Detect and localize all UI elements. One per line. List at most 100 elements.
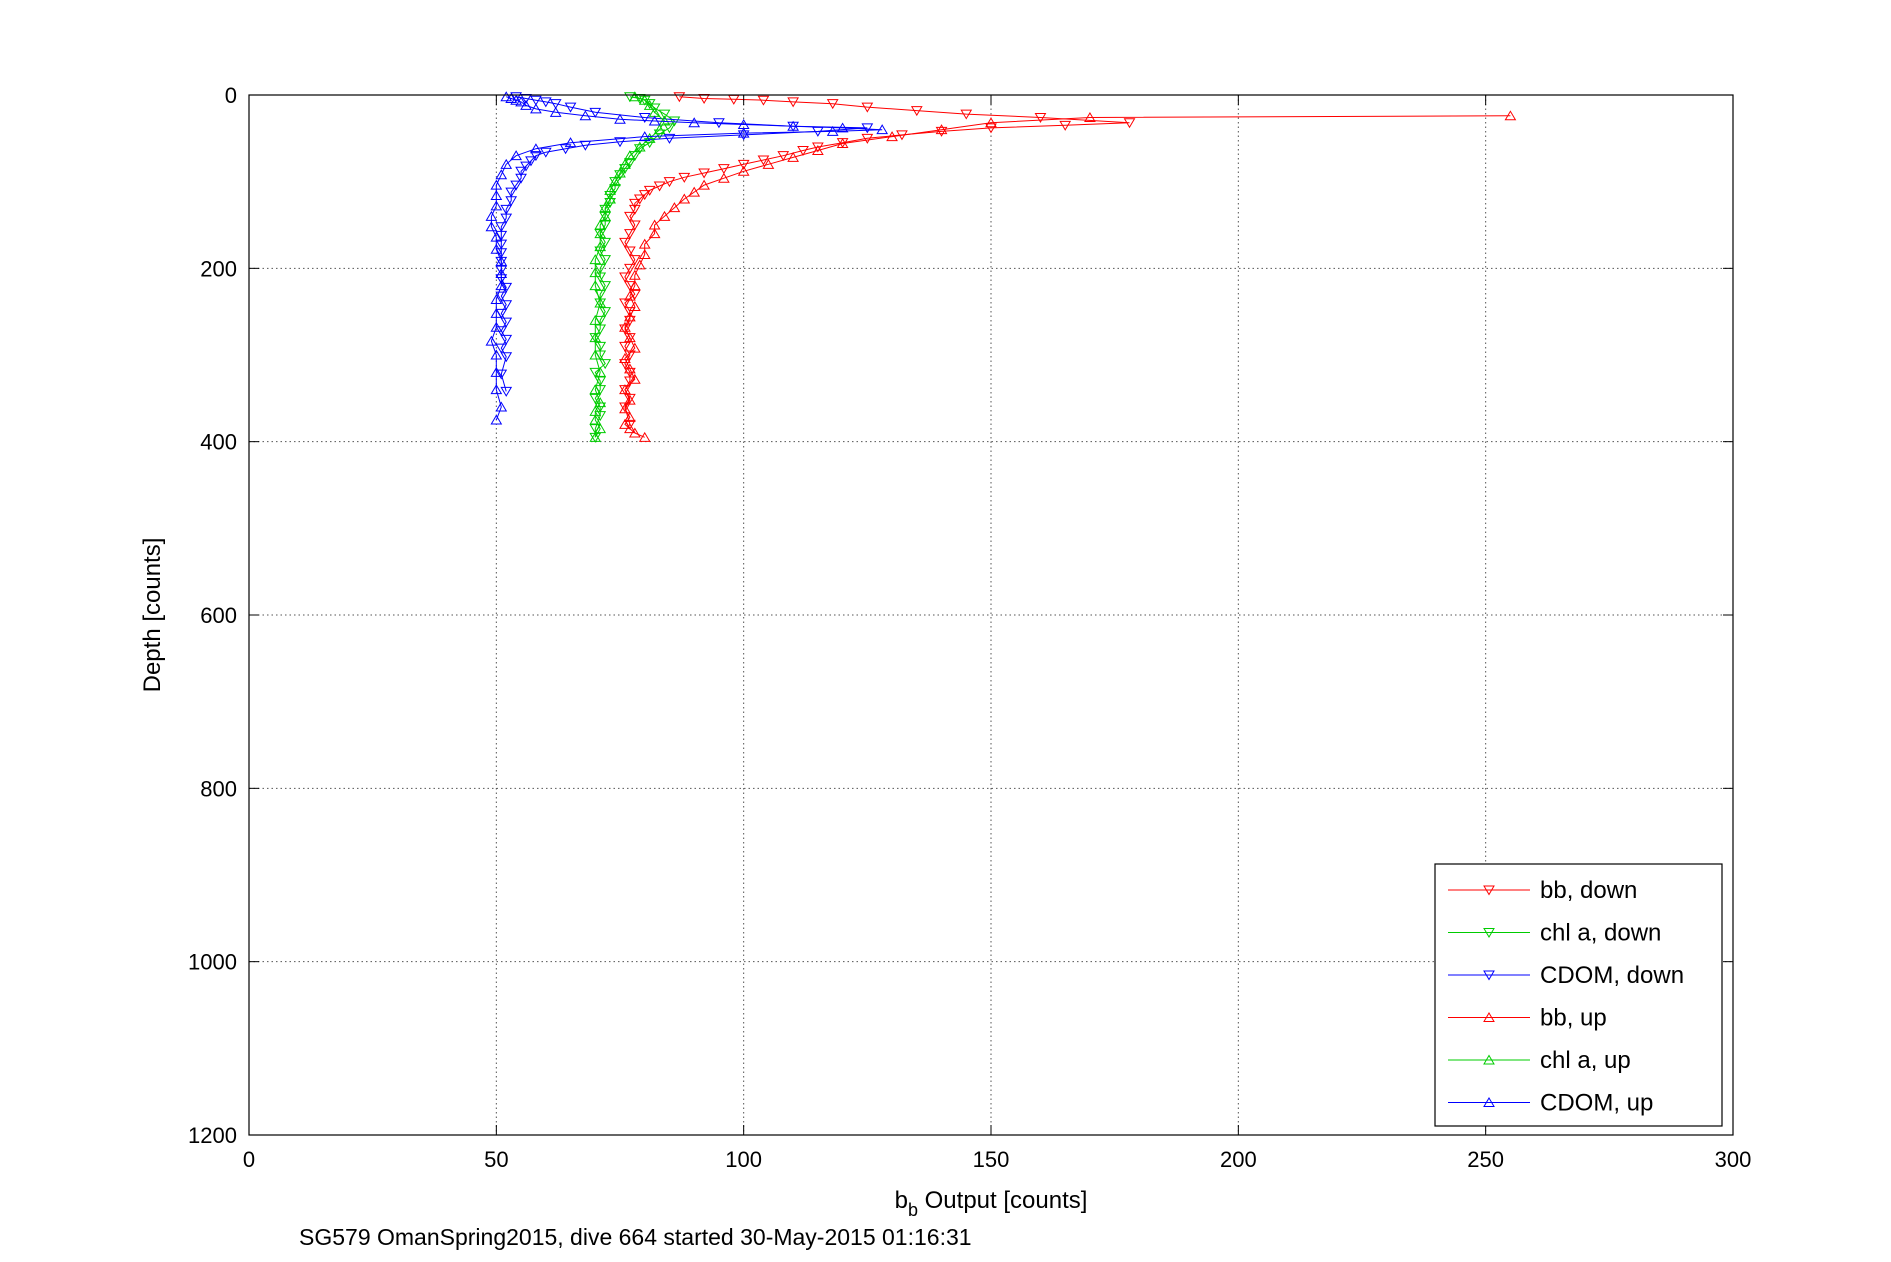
data-point-marker bbox=[624, 394, 636, 405]
data-point-marker bbox=[619, 384, 631, 395]
legend-box bbox=[1434, 863, 1723, 1127]
data-point-marker bbox=[589, 254, 602, 265]
data-point-marker bbox=[811, 142, 824, 153]
data-point-marker bbox=[505, 196, 518, 207]
series-line bbox=[624, 115, 1511, 438]
data-point-marker bbox=[762, 158, 775, 169]
data-point-marker bbox=[485, 210, 498, 221]
legend: bb, down chl a, down CDOM, down bb, up chl a… bbox=[1434, 863, 1723, 1127]
data-point-marker bbox=[688, 117, 701, 128]
axis-ticks: 0 50 100 150 200 250 300 0 200 400 600 800 1000 1200 bbox=[188, 83, 1751, 1172]
x-axis-label-rest: Output [counts] bbox=[918, 1187, 1087, 1214]
x-tick-label: 50 bbox=[484, 1147, 508, 1172]
data-point-marker bbox=[628, 198, 641, 209]
data-point-marker bbox=[628, 427, 641, 438]
data-point-marker bbox=[490, 414, 503, 425]
data-point-marker bbox=[599, 281, 612, 292]
data-point-marker bbox=[797, 145, 809, 156]
data-point-marker bbox=[500, 300, 513, 311]
data-point-marker bbox=[604, 193, 616, 204]
data-point-marker bbox=[594, 272, 607, 283]
data-point-marker bbox=[589, 314, 602, 325]
data-point-marker bbox=[594, 423, 607, 434]
data-point-marker bbox=[688, 186, 701, 197]
data-point-marker bbox=[594, 297, 607, 308]
legend-label: bb, down bbox=[1540, 877, 1637, 904]
data-point-marker bbox=[614, 170, 626, 181]
legend-label: CDOM, down bbox=[1540, 962, 1684, 989]
x-axis-label-main: b bbox=[895, 1187, 908, 1214]
data-point-marker bbox=[510, 92, 522, 103]
data-point-marker bbox=[594, 241, 607, 252]
data-point-marker bbox=[495, 369, 508, 380]
data-point-marker bbox=[628, 91, 641, 102]
data-point-marker bbox=[757, 95, 770, 106]
data-point-marker bbox=[698, 168, 710, 179]
legend-label: chl a, up bbox=[1540, 1047, 1631, 1074]
data-point-marker bbox=[490, 366, 503, 377]
data-point-marker bbox=[594, 263, 607, 274]
data-point-marker bbox=[1504, 110, 1517, 121]
data-point-marker bbox=[638, 238, 651, 249]
data-point-marker bbox=[515, 173, 527, 184]
data-point-marker bbox=[876, 124, 889, 135]
data-point-marker bbox=[619, 403, 631, 414]
data-point-marker bbox=[787, 97, 800, 108]
data-point-marker bbox=[628, 373, 641, 384]
data-point-marker bbox=[960, 109, 973, 120]
data-point-marker bbox=[589, 431, 602, 442]
data-point-marker bbox=[985, 123, 997, 134]
data-point-marker bbox=[549, 99, 562, 110]
legend-marker bbox=[1483, 1012, 1495, 1022]
data-point-marker bbox=[599, 255, 612, 266]
data-point-marker bbox=[836, 138, 849, 149]
x-tick-label: 200 bbox=[1220, 1147, 1257, 1172]
data-point-marker bbox=[490, 190, 503, 201]
data-point-marker bbox=[500, 91, 513, 102]
data-point-marker bbox=[713, 118, 725, 129]
data-point-marker bbox=[757, 155, 770, 166]
data-point-marker bbox=[628, 255, 641, 266]
data-point-marker bbox=[515, 166, 527, 177]
data-point-marker bbox=[663, 177, 676, 188]
legend-label: CDOM, up bbox=[1540, 1090, 1653, 1117]
data-point-marker bbox=[619, 324, 631, 335]
data-point-marker bbox=[653, 181, 666, 192]
data-point-marker bbox=[619, 341, 631, 352]
data-point-marker bbox=[1123, 118, 1136, 129]
data-point-marker bbox=[485, 335, 498, 346]
data-point-marker bbox=[624, 290, 636, 301]
x-tick-label: 300 bbox=[1715, 1147, 1752, 1172]
data-point-marker bbox=[490, 384, 503, 395]
y-tick-label: 600 bbox=[200, 603, 237, 628]
data-point-marker bbox=[624, 363, 636, 374]
data-point-marker bbox=[628, 289, 641, 300]
data-point-marker bbox=[599, 210, 612, 221]
data-point-marker bbox=[614, 137, 626, 148]
legend-marker bbox=[1483, 885, 1495, 896]
y-tick-label: 0 bbox=[225, 83, 237, 108]
series-line bbox=[594, 96, 666, 438]
data-point-marker bbox=[495, 169, 508, 180]
data-point-marker bbox=[718, 164, 730, 175]
data-point-marker bbox=[520, 99, 532, 110]
data-point-marker bbox=[495, 222, 508, 233]
data-point-marker bbox=[599, 307, 612, 318]
data-point-marker bbox=[599, 204, 612, 215]
data-point-marker bbox=[500, 158, 513, 169]
data-point-marker bbox=[737, 127, 750, 138]
data-point-marker bbox=[564, 102, 577, 113]
data-point-marker bbox=[495, 268, 508, 279]
data-point-marker bbox=[564, 137, 577, 148]
series-bb-up bbox=[619, 110, 1517, 442]
data-point-marker bbox=[638, 248, 651, 259]
data-point-marker bbox=[510, 180, 522, 191]
legend-marker bbox=[1483, 1054, 1495, 1065]
data-point-marker bbox=[678, 193, 691, 204]
data-point-marker bbox=[579, 110, 592, 121]
legend-marker bbox=[1483, 970, 1495, 981]
data-point-marker bbox=[658, 210, 671, 221]
data-point-marker bbox=[490, 243, 503, 254]
data-point-marker bbox=[609, 176, 621, 187]
